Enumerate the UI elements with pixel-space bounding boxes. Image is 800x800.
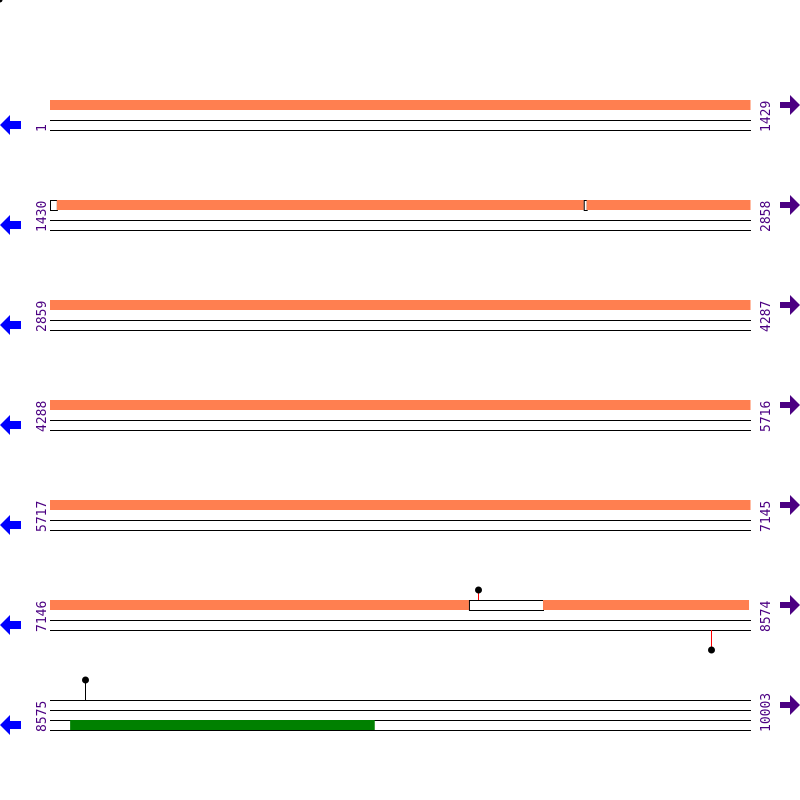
- feature-bar: [50, 600, 469, 610]
- highlight-bar: [70, 720, 375, 730]
- sequence-row: 1 1429: [0, 95, 800, 135]
- start-position-label: 8575: [35, 701, 50, 732]
- end-position-label: 7145: [759, 501, 774, 532]
- arrow-right-icon: [780, 395, 800, 415]
- sequence-row: 1430 2858: [0, 195, 800, 235]
- marker-dot: [475, 586, 482, 594]
- feature-gap: [468, 600, 545, 611]
- arrow-right-icon: [780, 595, 800, 615]
- start-position-label: 4288: [35, 401, 50, 432]
- arrow-left-icon: [0, 315, 21, 335]
- arrow-left-icon: [0, 715, 21, 735]
- start-position-label: 1: [35, 124, 50, 132]
- end-position-label: 4287: [759, 301, 774, 332]
- feature-bar: [50, 500, 751, 510]
- feature-bar: [56, 200, 584, 210]
- sequence-row: 4288 5716: [0, 395, 800, 435]
- feature-bar: [50, 300, 751, 310]
- start-position-label: 5717: [35, 501, 50, 532]
- arrow-left-icon: [0, 615, 21, 635]
- feature-bar: [543, 600, 750, 610]
- marker-dot: [708, 646, 715, 654]
- corner-dot: [0, 0, 3, 3]
- sequence-row: 5717 7145: [0, 495, 800, 535]
- start-position-label: 7146: [35, 601, 50, 632]
- end-position-label: 1429: [759, 101, 774, 132]
- start-position-label: 1430: [35, 201, 50, 232]
- feature-bar: [50, 400, 751, 410]
- arrow-right-icon: [780, 95, 800, 115]
- end-position-label: 8574: [759, 601, 774, 632]
- feature-bar: [586, 200, 751, 210]
- arrow-right-icon: [780, 295, 800, 315]
- arrow-left-icon: [0, 115, 21, 135]
- sequence-row: 2859 4287: [0, 295, 800, 335]
- arrow-left-icon: [0, 515, 21, 535]
- arrow-right-icon: [780, 495, 800, 515]
- sequence-row: 8575 10003: [0, 676, 800, 735]
- end-position-label: 2858: [759, 201, 774, 232]
- arrow-left-icon: [0, 415, 21, 435]
- marker-dot: [82, 676, 89, 684]
- arrow-left-icon: [0, 215, 21, 235]
- arrow-right-icon: [780, 195, 800, 215]
- end-position-label: 10003: [759, 693, 774, 732]
- feature-gap: [50, 200, 58, 211]
- arrow-right-icon: [780, 695, 800, 715]
- sequence-row: 7146 8574: [0, 586, 800, 654]
- start-position-label: 2859: [35, 301, 50, 332]
- feature-bar: [50, 100, 751, 110]
- end-position-label: 5716: [759, 401, 774, 432]
